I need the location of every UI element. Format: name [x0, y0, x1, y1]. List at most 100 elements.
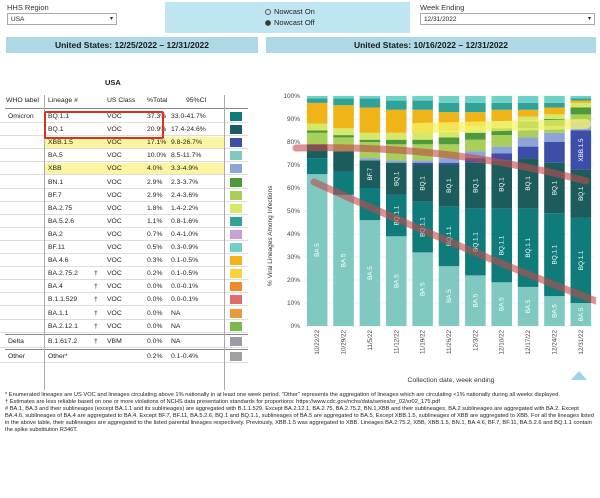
bar-segment[interactable]: [570, 98, 592, 101]
bar-segment[interactable]: [333, 96, 354, 99]
bar-segment[interactable]: [465, 208, 486, 276]
bar-segment[interactable]: [570, 303, 592, 326]
bar-segment[interactable]: [385, 132, 407, 140]
bar-segment[interactable]: [359, 139, 381, 142]
bar-segment[interactable]: [544, 114, 565, 119]
bar-segment[interactable]: [412, 162, 433, 165]
bar-segment[interactable]: [385, 162, 407, 195]
bar-segment[interactable]: [544, 142, 565, 163]
bar-segment[interactable]: [412, 252, 433, 326]
scroll-up-triangle-icon[interactable]: [571, 371, 587, 380]
bar-segment[interactable]: [306, 123, 328, 131]
bar-segment[interactable]: [359, 107, 381, 133]
bar-segment[interactable]: [517, 286, 539, 326]
bar-segment[interactable]: [465, 132, 486, 140]
bar-segment[interactable]: [306, 158, 328, 175]
bar-segment[interactable]: [517, 146, 539, 159]
bar-segment[interactable]: [570, 107, 592, 115]
bar-segment[interactable]: [333, 171, 354, 195]
bar-segment[interactable]: [465, 275, 486, 326]
bar-segment[interactable]: [491, 153, 513, 161]
bar-segment[interactable]: [306, 96, 328, 99]
bar-segment[interactable]: [570, 114, 592, 122]
bar-segment[interactable]: [544, 132, 565, 142]
bar-segment[interactable]: [544, 213, 565, 297]
bar-segment[interactable]: [333, 105, 354, 129]
bar-segment[interactable]: [333, 151, 354, 172]
bar-segment[interactable]: [438, 206, 460, 267]
bar-segment[interactable]: [465, 139, 486, 152]
bar-segment[interactable]: [465, 151, 486, 159]
bar-segment[interactable]: [306, 132, 328, 145]
bar-segment[interactable]: [570, 96, 592, 99]
bar-segment[interactable]: [385, 109, 407, 133]
bar-segment[interactable]: [385, 100, 407, 110]
bar-segment[interactable]: [570, 130, 592, 170]
bar-segment[interactable]: [412, 132, 433, 140]
bar-segment[interactable]: [385, 160, 407, 163]
bar-segment[interactable]: [359, 98, 381, 108]
bar-segment[interactable]: [491, 128, 513, 136]
bar-segment[interactable]: [306, 174, 328, 326]
bar-segment[interactable]: [306, 98, 328, 103]
bar-segment[interactable]: [517, 109, 539, 117]
nowcast-toggle: Nowcast On Nowcast Off: [165, 2, 410, 33]
bar-segment[interactable]: [438, 162, 460, 165]
bar-segment[interactable]: [412, 96, 433, 101]
bar-segment[interactable]: [438, 165, 460, 207]
bar-segment[interactable]: [385, 96, 407, 101]
bar-segment[interactable]: [517, 128, 539, 138]
nowcast-off-radio[interactable]: Nowcast Off: [265, 18, 315, 27]
bar-segment[interactable]: [491, 146, 513, 154]
bar-segment[interactable]: [491, 160, 513, 209]
bar-segment[interactable]: [359, 132, 381, 140]
week-ending-select[interactable]: 12/31/2022 ▾: [420, 13, 595, 25]
bar-segment[interactable]: [544, 102, 565, 108]
bar-segment[interactable]: [491, 282, 513, 326]
hhs-region-select[interactable]: USA ▾: [7, 13, 117, 25]
bar-segment[interactable]: [412, 139, 433, 145]
bar-segment[interactable]: [412, 160, 433, 163]
bar-segment[interactable]: [570, 102, 592, 108]
bar-segment[interactable]: [438, 266, 460, 326]
bar-segment[interactable]: [465, 96, 486, 103]
bar-segment[interactable]: [544, 96, 565, 103]
bar-segment[interactable]: [517, 137, 539, 147]
bar-segment[interactable]: [385, 139, 407, 145]
bar-segment[interactable]: [517, 102, 539, 110]
bar-segment[interactable]: [333, 128, 354, 136]
bar-segment[interactable]: [359, 220, 381, 326]
bar-segment[interactable]: [333, 98, 354, 106]
bar-segment[interactable]: [517, 208, 539, 287]
bar-segment[interactable]: [333, 194, 354, 326]
bar-segment[interactable]: [359, 160, 381, 188]
bar-segment[interactable]: [359, 158, 381, 161]
bar-segment[interactable]: [517, 96, 539, 103]
annotation-red-box: [44, 111, 164, 139]
bar-segment[interactable]: [491, 135, 513, 147]
bar-segment[interactable]: [333, 135, 354, 138]
bar-segment[interactable]: [438, 137, 460, 145]
bar-segment[interactable]: [544, 107, 565, 115]
bar-segment[interactable]: [438, 96, 460, 103]
bar-segment[interactable]: [491, 96, 513, 103]
bar-segment[interactable]: [306, 102, 328, 124]
bar-segment[interactable]: [544, 296, 565, 326]
bar-segment[interactable]: [306, 130, 328, 133]
bar-segment[interactable]: [465, 102, 486, 113]
bar-segment[interactable]: [570, 217, 592, 303]
nowcast-on-radio[interactable]: Nowcast On: [265, 7, 315, 16]
bar-segment[interactable]: [517, 116, 539, 122]
bar-segment[interactable]: [491, 109, 513, 122]
bar-segment[interactable]: [438, 130, 460, 138]
bar-segment[interactable]: [491, 102, 513, 110]
bar-segment[interactable]: [438, 102, 460, 113]
bar-segment[interactable]: [570, 100, 592, 103]
bar-segment[interactable]: [359, 96, 381, 99]
bar-segment[interactable]: [412, 100, 433, 110]
header-who-label: WHO label: [6, 97, 39, 104]
bar-segment[interactable]: [385, 236, 407, 326]
bar-segment[interactable]: [438, 158, 460, 163]
bar-segment[interactable]: [465, 162, 486, 209]
bar-segment[interactable]: [412, 165, 433, 202]
